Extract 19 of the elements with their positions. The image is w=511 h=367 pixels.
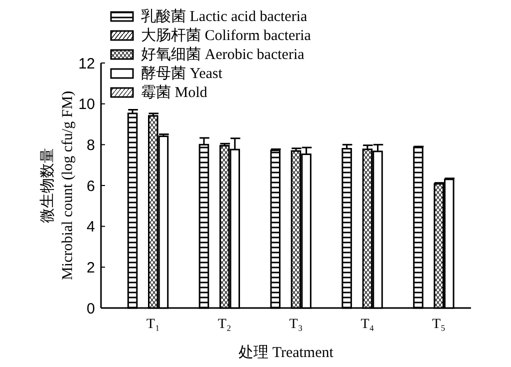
y-tick-label: 4: [86, 218, 95, 236]
legend-label: 霉菌 Mold: [141, 84, 208, 101]
legend-label: 乳酸菌 Lactic acid bacteria: [141, 8, 308, 25]
y-tick-label: 2: [86, 259, 95, 276]
x-tick-label: T₁: [146, 317, 160, 332]
y-tick-label: 10: [78, 96, 95, 114]
legend-label: 好氧细菌 Aerobic bacteria: [141, 46, 305, 63]
legend-label: 大肠杆菌 Coliform bacteria: [141, 27, 312, 44]
y-tick-label: 12: [78, 55, 95, 72]
x-tick-label: T₂: [218, 317, 232, 332]
y-axis-title: 微生物数量 Microbial count (log cfu/g FM): [39, 90, 76, 280]
x-tick-label: T₄: [360, 317, 374, 332]
y-tick-label: 8: [86, 136, 95, 154]
x-axis-title: 处理 Treatment: [238, 344, 334, 361]
y-tick-label: 6: [86, 178, 95, 195]
legend-label: 酵母菌 Yeast: [141, 65, 224, 82]
x-tick-label: T₅: [432, 317, 446, 332]
y-tick-label: 0: [86, 300, 95, 318]
x-tick-label: T₃: [289, 317, 303, 332]
